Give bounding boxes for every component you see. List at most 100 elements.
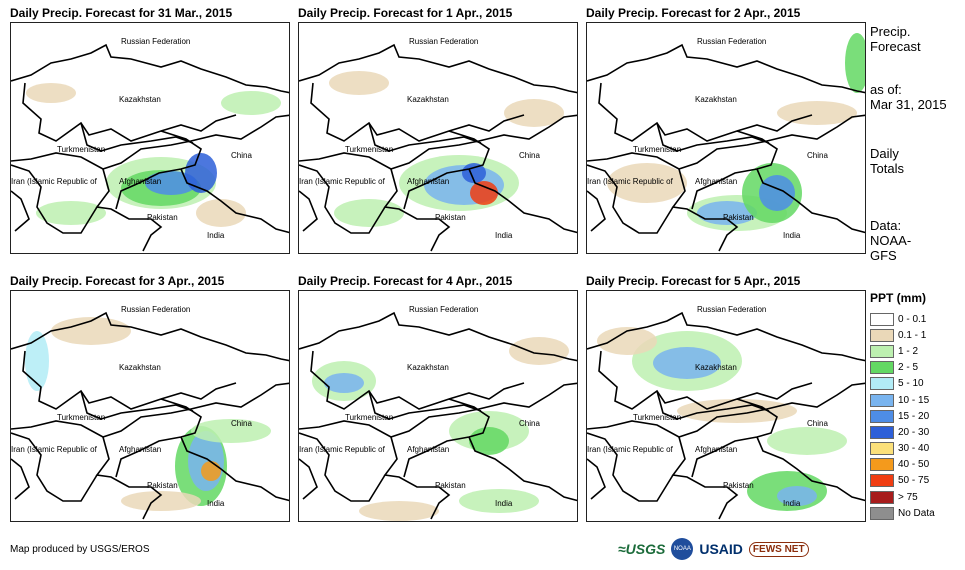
legend-item: 0 - 0.1 [870,311,935,327]
country-border [656,122,770,152]
map-canvas [11,23,289,253]
panel-title: Daily Precip. Forecast for 5 Apr., 2015 [586,274,801,288]
precip-area [324,373,364,393]
country-label-iran: Iran (Islamic Republic of [11,177,97,186]
country-label-russia: Russian Federation [697,305,767,314]
country-border [190,114,289,142]
country-label-kazakhstan: Kazakhstan [407,363,449,372]
panel-title: Daily Precip. Forecast for 3 Apr., 2015 [10,274,225,288]
legend-label: 50 - 75 [898,475,930,487]
precip-area [329,71,389,95]
country-border [11,164,98,234]
country-label-kazakhstan: Kazakhstan [119,95,161,104]
country-label-russia: Russian Federation [409,37,479,46]
country-border [299,458,318,500]
country-label-china: China [231,151,252,160]
country-label-afghanistan: Afghanistan [119,177,162,186]
legend-label: 30 - 40 [898,443,930,455]
precip-area [677,399,797,423]
legend-label: 2 - 5 [898,362,919,374]
country-border [310,82,525,142]
legend-swatch [870,506,894,520]
precip-area [334,199,404,227]
legend-item: 1 - 2 [870,343,935,359]
forecast-panel: Daily Precip. Forecast for 5 Apr., 2015 R… [586,274,866,522]
country-label-pakistan: Pakistan [147,213,178,222]
country-label-pakistan: Pakistan [723,481,754,490]
usaid-logo: USAID [699,541,743,557]
country-border [587,190,606,232]
data-source: Data: NOAA- GFS [870,218,912,263]
country-label-pakistan: Pakistan [723,213,754,222]
country-border [299,43,577,94]
country-label-turkmenistan: Turkmenistan [57,413,106,422]
legend-swatch [870,328,894,342]
country-label-kazakhstan: Kazakhstan [695,95,737,104]
legend-label: 0 - 0.1 [898,313,927,325]
country-label-china: China [519,419,540,428]
country-label-china: China [231,419,252,428]
precip-map: Russian Federation Kazakhstan Turkmenistan… [586,22,866,254]
legend-label: 10 - 15 [898,394,930,406]
panel-title: Daily Precip. Forecast for 2 Apr., 2015 [586,6,801,20]
country-border [587,43,865,94]
country-border [598,350,813,410]
country-label-turkmenistan: Turkmenistan [345,413,394,422]
precip-area [26,83,76,103]
legend-label: 1 - 2 [898,345,919,357]
legend-swatch [870,425,894,439]
country-border [11,432,98,502]
panel-title: Daily Precip. Forecast for 4 Apr., 2015 [298,274,513,288]
country-border [299,432,386,502]
country-label-russia: Russian Federation [697,37,767,46]
precip-area [462,163,486,183]
precip-area [121,491,201,511]
country-label-turkmenistan: Turkmenistan [345,145,394,154]
legend-label: 5 - 10 [898,378,924,390]
forecast-panel: Daily Precip. Forecast for 3 Apr., 2015 R… [10,274,290,522]
country-border [180,436,289,502]
precip-area [25,331,49,391]
country-label-afghanistan: Afghanistan [695,177,738,186]
country-border [766,382,865,410]
panel-title: Daily Precip. Forecast for 1 Apr., 2015 [298,6,513,20]
country-label-iran: Iran (Islamic Republic of [299,445,385,454]
country-border [368,390,482,420]
side-heading: Precip. Forecast [870,24,921,54]
country-label-afghanistan: Afghanistan [695,445,738,454]
precip-area [196,199,246,227]
country-border [383,168,451,252]
legend: 0 - 0.1 0.1 - 1 1 - 2 2 - 5 5 - 10 10 - 15 15 … [870,311,935,521]
legend-label: 0.1 - 1 [898,329,927,341]
country-label-turkmenistan: Turkmenistan [633,413,682,422]
legend-item: 40 - 50 [870,457,935,473]
country-border [22,350,237,410]
country-border [299,190,318,232]
legend-swatch [870,393,894,407]
country-border [383,436,451,520]
forecast-panel: Daily Precip. Forecast for 1 Apr., 2015 R… [298,6,578,254]
legend-label: No Data [898,507,935,519]
precip-map: Russian Federation Kazakhstan Turkmenistan… [298,290,578,522]
country-border [80,122,194,152]
country-label-china: China [807,419,828,428]
country-border [598,82,813,142]
legend-item: 15 - 20 [870,408,935,424]
country-border [671,436,739,520]
country-border [368,122,482,152]
precip-area [201,461,221,481]
precip-area [185,153,217,193]
precip-map: Russian Federation Kazakhstan Turkmenistan… [586,290,866,522]
legend-label: > 75 [898,491,918,503]
country-border [478,114,577,142]
legend-item: 20 - 30 [870,424,935,440]
legend-label: 20 - 30 [898,426,930,438]
precip-area [504,99,564,127]
country-border [671,168,739,252]
legend-item: 50 - 75 [870,473,935,489]
country-border [11,311,289,362]
map-canvas [587,23,865,253]
precip-area [653,347,721,379]
map-canvas [587,291,865,521]
country-label-india: India [495,231,513,240]
